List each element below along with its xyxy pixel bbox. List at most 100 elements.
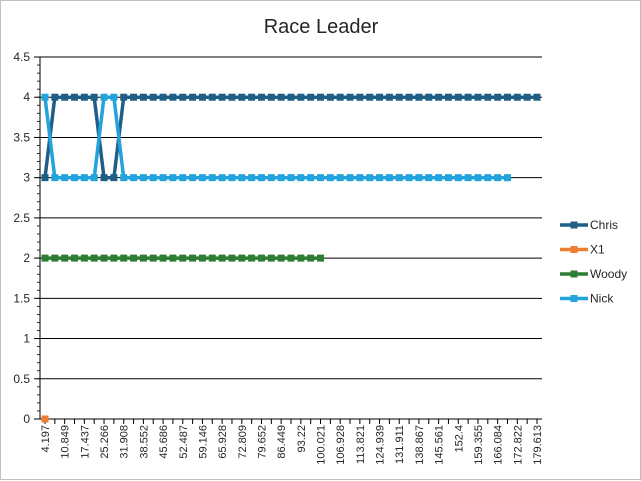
data-point xyxy=(159,93,167,101)
data-point xyxy=(326,174,334,182)
data-point xyxy=(494,174,502,182)
x-tick-label: 166.084 xyxy=(493,425,505,465)
data-point xyxy=(198,254,206,262)
data-point xyxy=(307,254,315,262)
data-point xyxy=(41,174,49,182)
data-point xyxy=(90,174,98,182)
y-tick-label: 3.5 xyxy=(13,130,30,144)
data-point xyxy=(80,93,88,101)
data-point xyxy=(120,254,128,262)
data-point xyxy=(110,174,118,182)
legend-label: Nick xyxy=(590,292,614,306)
data-point xyxy=(198,174,206,182)
data-point xyxy=(61,174,69,182)
data-point xyxy=(415,174,423,182)
series-nick xyxy=(41,93,511,182)
data-point xyxy=(189,174,197,182)
data-point xyxy=(120,174,128,182)
data-point xyxy=(41,93,49,101)
data-point xyxy=(71,174,79,182)
data-point xyxy=(336,93,344,101)
data-point xyxy=(218,254,226,262)
data-point xyxy=(503,93,511,101)
data-point xyxy=(356,93,364,101)
data-point xyxy=(51,174,59,182)
data-point xyxy=(307,93,315,101)
data-point xyxy=(130,93,138,101)
data-point xyxy=(100,93,108,101)
data-point xyxy=(503,174,511,182)
legend-item-x1: X1 xyxy=(560,243,605,257)
x-tick-label: 131.911 xyxy=(394,425,406,464)
data-point xyxy=(267,174,275,182)
data-point xyxy=(169,174,177,182)
x-tick-label: 72.809 xyxy=(237,425,249,459)
y-tick-label: 0.5 xyxy=(13,372,30,386)
data-point xyxy=(120,93,128,101)
data-point xyxy=(464,93,472,101)
data-point xyxy=(51,93,59,101)
data-point xyxy=(307,174,315,182)
data-point xyxy=(71,254,79,262)
data-point xyxy=(169,254,177,262)
data-point xyxy=(139,174,147,182)
x-tick-label: 4.197 xyxy=(40,425,52,453)
data-point xyxy=(51,254,59,262)
x-tick-label: 79.652 xyxy=(256,425,268,459)
x-tick-label: 100.021 xyxy=(316,425,328,465)
data-point xyxy=(61,254,69,262)
data-point xyxy=(41,254,49,262)
legend-item-woody: Woody xyxy=(560,267,627,281)
x-tick-label: 172.822 xyxy=(512,425,524,465)
data-point xyxy=(257,93,265,101)
data-point xyxy=(159,254,167,262)
data-point xyxy=(317,93,325,101)
data-point xyxy=(277,93,285,101)
data-point xyxy=(297,93,305,101)
x-tick-label: 25.266 xyxy=(99,425,111,459)
x-tick-label: 179.613 xyxy=(532,425,544,465)
data-point xyxy=(513,93,521,101)
data-point xyxy=(80,254,88,262)
data-point xyxy=(218,174,226,182)
data-point xyxy=(277,174,285,182)
y-tick-label: 2 xyxy=(23,251,30,265)
x-tick-label: 52.487 xyxy=(178,425,190,459)
data-point xyxy=(208,174,216,182)
data-point xyxy=(208,254,216,262)
data-point xyxy=(179,254,187,262)
data-point xyxy=(71,93,79,101)
x-tick-label: 17.437 xyxy=(79,425,91,459)
data-point xyxy=(238,254,246,262)
data-point xyxy=(139,254,147,262)
series-chris xyxy=(41,93,541,182)
data-point xyxy=(326,93,334,101)
data-point xyxy=(376,174,384,182)
data-point xyxy=(208,93,216,101)
data-point xyxy=(248,174,256,182)
x-tick-label: 106.928 xyxy=(335,425,347,465)
data-point xyxy=(218,93,226,101)
x-tick-label: 86.449 xyxy=(276,425,288,459)
data-point xyxy=(257,254,265,262)
data-point xyxy=(130,174,138,182)
x-tick-label: 65.928 xyxy=(217,425,229,459)
x-tick-label: 159.355 xyxy=(473,425,485,465)
data-point xyxy=(356,174,364,182)
data-point xyxy=(287,93,295,101)
data-point xyxy=(464,174,472,182)
data-point xyxy=(366,174,374,182)
data-point xyxy=(287,174,295,182)
data-point xyxy=(238,93,246,101)
data-point xyxy=(454,174,462,182)
data-point xyxy=(130,254,138,262)
data-point xyxy=(149,93,157,101)
data-point xyxy=(425,174,433,182)
data-point xyxy=(376,93,384,101)
x-axis: 4.197 10.849 17.437 25.266 31.908 38.552 45.68… xyxy=(40,418,544,465)
data-point xyxy=(149,254,157,262)
data-point xyxy=(189,254,197,262)
data-point xyxy=(336,174,344,182)
